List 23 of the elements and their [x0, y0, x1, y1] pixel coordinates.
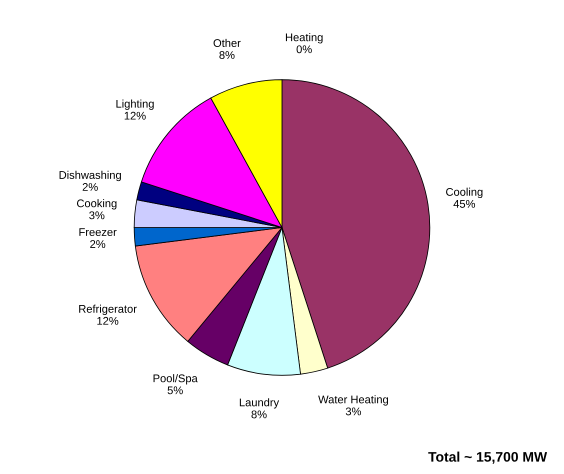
data-label: 8%	[251, 410, 267, 418]
data-label: 12%	[97, 316, 118, 325]
slice-label: Refrigerator	[79, 304, 137, 316]
slice-label: Dishwashing	[60, 170, 121, 182]
slice-label: Cooking	[76, 199, 116, 210]
slice-label: Laundry	[240, 398, 280, 409]
category-label: Heating	[286, 33, 323, 44]
data-label: 2%	[90, 240, 106, 248]
text: Total ~ 15,700 MW	[428, 452, 548, 464]
slice-label: Pool/Spa	[154, 374, 198, 384]
data-label: 8%	[219, 51, 235, 59]
data-label: 45%	[453, 200, 476, 208]
data-label: 3%	[346, 407, 362, 416]
data-label: 5%	[168, 386, 183, 394]
slice-label: Lighting	[116, 100, 154, 110]
slice-label: Freezer	[79, 228, 117, 236]
slice-label: Water Heating	[318, 395, 388, 406]
text: 0%	[296, 45, 312, 54]
slice-label: Cooling	[446, 188, 482, 198]
data-label: 3%	[89, 211, 104, 220]
slice-label: Other	[214, 38, 241, 47]
data-label: 12%	[124, 112, 146, 120]
data-label: 2%	[82, 183, 98, 191]
